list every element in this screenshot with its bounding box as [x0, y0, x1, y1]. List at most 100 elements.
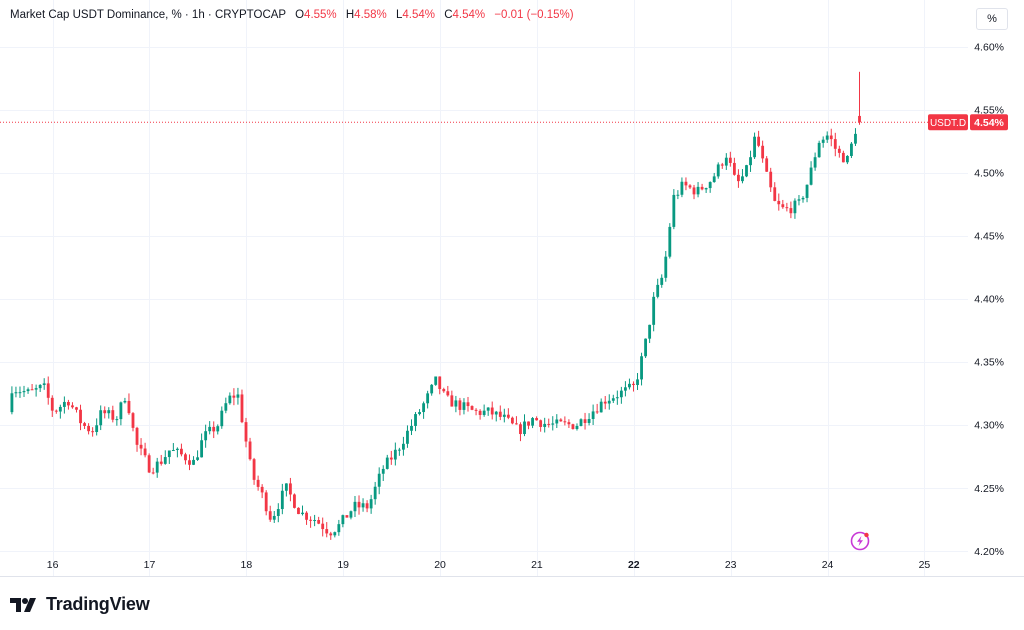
candle-body [813, 157, 817, 168]
candle-body [337, 524, 341, 533]
tradingview-logo[interactable]: TradingView [10, 594, 150, 615]
candle-body [696, 186, 700, 195]
candle-body [151, 472, 155, 474]
candle-body [648, 324, 652, 339]
candle-body [313, 520, 317, 522]
candle-body [426, 393, 430, 404]
candle-body [204, 431, 208, 441]
candle-body [668, 226, 672, 257]
price-tag-symbol: USDT.D [930, 118, 966, 129]
candle-body [34, 388, 38, 390]
candle-body [418, 412, 421, 415]
candle-body [127, 400, 131, 414]
y-tick-label: 4.25% [974, 483, 1004, 495]
candle-body [716, 164, 720, 177]
price-axis[interactable]: 4.60% 4.55% 4.50% 4.45% 4.40% 4.35% 4.30% 4.25%… [974, 42, 1004, 558]
x-tick-label: 25 [919, 559, 931, 571]
candle-body [773, 187, 777, 201]
candle-body [389, 457, 393, 460]
candle-body [42, 383, 46, 385]
candle-body [454, 400, 458, 407]
candle-body [107, 410, 111, 414]
candle-body [385, 457, 389, 469]
candle-body [563, 421, 567, 423]
candle-body [280, 490, 284, 510]
candle-body [672, 194, 676, 227]
candle-body [175, 448, 179, 451]
candle-body [305, 512, 308, 520]
candle-body [14, 392, 18, 394]
candle-body [502, 414, 506, 417]
candle-body [510, 417, 514, 424]
candle-body [212, 426, 216, 432]
candle-body [644, 338, 648, 357]
candle-body [369, 499, 373, 509]
candle-body [365, 503, 369, 509]
candle-body [793, 200, 797, 214]
y-tick-label: 4.45% [974, 231, 1004, 243]
candle-body [50, 397, 54, 411]
candle-body [587, 418, 591, 423]
candle-body [809, 167, 813, 185]
candle-body [171, 450, 175, 452]
candle-body [260, 486, 264, 493]
candle-body [434, 376, 438, 385]
candle-body [410, 425, 413, 431]
candle-body [79, 409, 82, 424]
high-label: H [345, 9, 355, 21]
candle-body [474, 409, 478, 411]
candle-body [636, 379, 639, 386]
candle-body [712, 176, 716, 183]
candle-body [256, 479, 260, 487]
candle-body [272, 515, 276, 520]
candle-body [801, 197, 805, 200]
candle-body [321, 523, 325, 530]
y-tick-label: 4.30% [974, 420, 1004, 432]
candle-body [611, 398, 615, 401]
candle-body [75, 407, 78, 410]
candle-body [38, 384, 42, 389]
symbol-title[interactable]: Market Cap USDT Dominance, % · 1h · CRYP… [10, 9, 286, 21]
candle-body [18, 392, 22, 394]
candle-body [527, 421, 530, 426]
candle-body [67, 401, 70, 406]
candle-body [765, 158, 769, 172]
x-tick-label: 18 [240, 559, 252, 571]
candle-body [393, 449, 397, 460]
candle-body [781, 204, 785, 208]
y-tick-label: 4.20% [974, 546, 1004, 558]
candle-body [656, 284, 660, 297]
percent-scale-button[interactable]: % [976, 8, 1008, 30]
candle-body [551, 423, 555, 425]
time-axis[interactable]: 16 17 18 19 20 21 22 23 24 25 [47, 559, 931, 571]
candle-body [22, 391, 26, 393]
lightning-icon[interactable] [850, 531, 870, 551]
open-value: 4.55% [304, 9, 337, 21]
candle-body [119, 402, 123, 420]
candle-body [115, 419, 119, 421]
candle-body [845, 155, 849, 163]
candle-body [692, 187, 696, 195]
candle-body [676, 194, 680, 196]
candle-body [833, 139, 837, 149]
candle-body [333, 532, 337, 536]
candle-body [402, 443, 405, 450]
y-tick-label: 4.55% [974, 105, 1004, 117]
candles [10, 71, 861, 540]
candle-body [301, 512, 304, 515]
candle-body [361, 503, 365, 508]
candle-body [236, 394, 240, 398]
candle-body [264, 492, 268, 512]
y-tick-label: 4.35% [974, 357, 1004, 369]
candle-body [446, 391, 450, 396]
candle-body [58, 406, 62, 412]
candle-body [357, 501, 361, 508]
candle-body [757, 136, 761, 146]
candle-body [184, 454, 187, 461]
candle-body [252, 459, 256, 480]
candle-body [498, 411, 502, 417]
candle-body [720, 164, 724, 166]
candle-body [276, 509, 280, 516]
candle-body [244, 422, 248, 442]
